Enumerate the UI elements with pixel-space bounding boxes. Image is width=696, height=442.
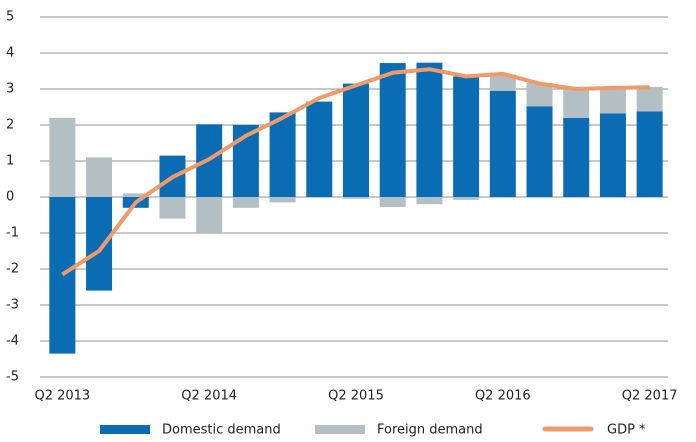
bar (306, 101, 333, 197)
gdp-line (61, 67, 650, 277)
bar (599, 113, 626, 197)
bar (563, 117, 590, 197)
bar (636, 86, 663, 112)
bar (379, 63, 406, 197)
legend-swatch (315, 425, 365, 434)
bar (49, 197, 76, 354)
y-tick-label: 4 (6, 46, 14, 61)
bar (86, 197, 113, 291)
legend-label: Domestic demand (162, 423, 281, 438)
legend-label: Foreign demand (377, 423, 483, 438)
bar (636, 111, 663, 197)
bar (379, 197, 406, 208)
x-tick-label: Q2 2017 (622, 389, 678, 404)
bar (489, 90, 516, 197)
bar (489, 74, 516, 91)
bar (86, 157, 113, 197)
bar (526, 82, 553, 107)
bar (232, 197, 259, 208)
y-tick-label: 3 (6, 82, 14, 97)
bar (269, 112, 296, 197)
y-tick-label: -4 (6, 334, 19, 349)
bar (563, 89, 590, 118)
y-tick-label: 5 (6, 10, 14, 25)
x-tick-label: Q2 2016 (475, 389, 531, 404)
bar (453, 76, 480, 197)
y-tick-label: -1 (6, 226, 19, 241)
legend-swatch (100, 425, 150, 434)
y-tick-label: 1 (6, 154, 14, 169)
x-tick-label: Q2 2014 (181, 389, 237, 404)
bar (49, 117, 76, 197)
y-tick-label: -2 (6, 262, 19, 277)
bar (416, 62, 443, 197)
bar (453, 197, 480, 200)
y-tick-label: 0 (6, 190, 14, 205)
bar (159, 197, 186, 219)
y-tick-label: 2 (6, 118, 14, 133)
bar (269, 197, 296, 203)
y-tick-label: -3 (6, 298, 19, 313)
x-tick-label: Q2 2013 (34, 389, 90, 404)
bar (343, 197, 369, 199)
bar (416, 197, 443, 205)
bar (343, 83, 369, 197)
bar (526, 106, 553, 197)
bar (122, 193, 149, 197)
bar (196, 197, 223, 233)
bar (599, 87, 626, 114)
x-tick-label: Q2 2015 (328, 389, 384, 404)
y-tick-label: -5 (6, 370, 19, 385)
legend-label: GDP * (607, 423, 646, 438)
